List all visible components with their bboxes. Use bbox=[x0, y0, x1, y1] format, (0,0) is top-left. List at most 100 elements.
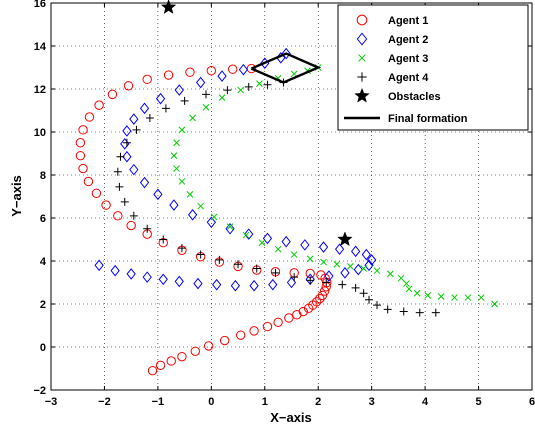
agent-2-point bbox=[364, 259, 374, 272]
obstacles-point bbox=[160, 0, 177, 14]
x-axis-title: X−axis bbox=[270, 410, 312, 425]
agent-2-point bbox=[174, 275, 184, 288]
agent-2-point bbox=[367, 254, 377, 266]
y-tick-label: 4 bbox=[40, 256, 47, 268]
agent-1-point bbox=[298, 306, 308, 317]
agent-2-point bbox=[169, 199, 179, 211]
agent-1-point bbox=[317, 290, 328, 301]
y-axis-title: Y−axis bbox=[9, 175, 24, 217]
agent-2-point bbox=[361, 248, 371, 261]
agent-1-point bbox=[203, 341, 214, 351]
agent-3-point bbox=[306, 255, 314, 263]
obstacles-point bbox=[337, 231, 353, 247]
agent-4-point bbox=[244, 82, 253, 91]
agent-1-point bbox=[107, 89, 118, 100]
agent-2-point bbox=[340, 267, 350, 279]
agent-3-point bbox=[173, 165, 180, 172]
agent-3-point bbox=[373, 267, 381, 275]
agent-4-point bbox=[115, 182, 124, 191]
agent-4-point bbox=[161, 104, 170, 113]
agent-2-point bbox=[225, 222, 235, 235]
agent-2-point bbox=[300, 239, 310, 251]
agent-1-point bbox=[185, 67, 195, 77]
agent-2-point bbox=[94, 259, 104, 272]
legend-label-obstacles: Obstacles bbox=[388, 91, 441, 103]
agent-2-point bbox=[324, 270, 334, 282]
data-marks bbox=[75, 0, 498, 376]
agent-1-point bbox=[113, 211, 123, 221]
agent-1-point bbox=[126, 220, 136, 231]
agent-4-point bbox=[359, 289, 368, 298]
agent-1-point bbox=[236, 330, 246, 340]
agent-4-point bbox=[120, 197, 129, 206]
agent-2-point bbox=[262, 232, 273, 245]
agent-1-point bbox=[155, 360, 166, 370]
agent-3-point bbox=[397, 274, 405, 282]
legend-marker-agent-4 bbox=[357, 72, 367, 82]
agent-2-point bbox=[187, 208, 198, 221]
legend-marker-agent-1 bbox=[356, 14, 368, 26]
agent-3-point bbox=[178, 126, 186, 134]
agent-1-point bbox=[147, 365, 158, 376]
legend-label-agent-1: Agent 1 bbox=[388, 15, 428, 27]
agent-4-point bbox=[180, 96, 189, 105]
agent-2-point bbox=[174, 84, 184, 96]
agent-3-point bbox=[210, 213, 218, 221]
agent-3-point bbox=[202, 103, 210, 111]
agent-2-point bbox=[230, 279, 241, 292]
agent-3-point bbox=[290, 251, 298, 258]
x-tick-label: 0 bbox=[208, 396, 214, 408]
agent-4-point bbox=[399, 307, 408, 316]
agent-2-point bbox=[139, 176, 150, 189]
agent-2-point bbox=[158, 273, 168, 286]
agent-2-point bbox=[238, 63, 249, 76]
agent-4-point bbox=[351, 283, 360, 292]
agent-1-point bbox=[91, 188, 102, 198]
agent-1-point bbox=[246, 63, 257, 74]
agent-4-point bbox=[196, 250, 205, 259]
agent-4-point bbox=[322, 278, 331, 287]
x-tick-label: 1 bbox=[262, 396, 268, 408]
final-formation-line bbox=[250, 52, 322, 84]
agent-3-point bbox=[320, 258, 327, 266]
agent-2-point bbox=[155, 92, 166, 105]
agent-3-point bbox=[170, 152, 178, 160]
x-tick-label: 4 bbox=[422, 396, 429, 408]
x-tick-label: −3 bbox=[45, 396, 58, 408]
agent-3-point bbox=[226, 223, 234, 230]
agent-4-point bbox=[215, 255, 224, 264]
agent-1-series bbox=[75, 63, 332, 376]
agent-1-point bbox=[311, 297, 322, 307]
agent-4-point bbox=[290, 273, 299, 282]
agent-4-point bbox=[364, 295, 373, 304]
agent-3-point bbox=[186, 190, 194, 198]
agent-4-point bbox=[431, 308, 440, 317]
legend-label-agent-3: Agent 3 bbox=[388, 53, 428, 65]
agent-4-point bbox=[113, 167, 122, 176]
agent-1-point bbox=[123, 81, 134, 91]
agent-1-point bbox=[84, 112, 95, 122]
legend-label-agent-4: Agent 4 bbox=[388, 72, 429, 84]
agent-3-point bbox=[360, 265, 368, 272]
y-tick-label: 10 bbox=[34, 127, 46, 139]
agent-3-point bbox=[256, 80, 263, 87]
agent-3-point bbox=[424, 292, 432, 299]
agent-1-point bbox=[177, 351, 187, 362]
agent-2-point bbox=[281, 47, 291, 60]
agent-1-point bbox=[273, 317, 283, 327]
agent-4-point bbox=[306, 276, 315, 285]
y-tick-label: 2 bbox=[40, 299, 46, 311]
agent-2-point bbox=[350, 245, 361, 258]
agent-1-point bbox=[219, 335, 230, 346]
x-tick-label: 5 bbox=[475, 396, 481, 408]
agent-3-point bbox=[218, 94, 226, 101]
agent-1-point bbox=[75, 138, 86, 148]
legend-markers bbox=[344, 14, 380, 120]
agent-2-point bbox=[212, 278, 222, 291]
agent-2-point bbox=[353, 263, 363, 276]
agent-1-point bbox=[284, 313, 294, 323]
plot-frame bbox=[50, 2, 533, 391]
agent-2-point bbox=[129, 113, 139, 125]
agent-1-point bbox=[78, 163, 88, 174]
